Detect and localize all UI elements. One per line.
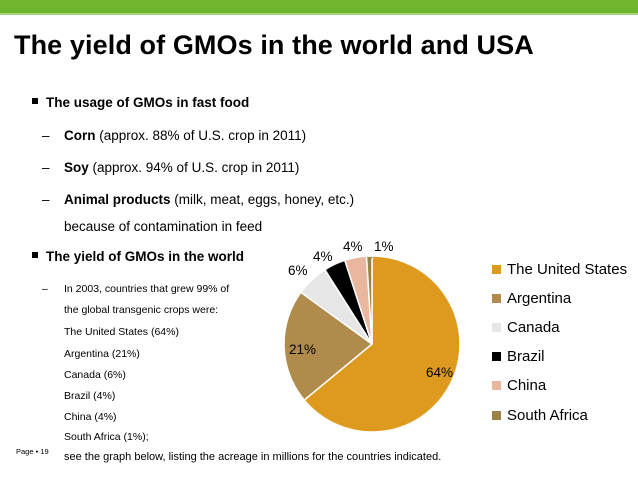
legend-item-brazil: Brazil [492, 345, 545, 367]
sub-bullet-animal-products: – Animal products (milk, meat, eggs, hone… [42, 192, 355, 207]
leader-line [368, 256, 373, 266]
slide-title: The yield of GMOs in the world and USA [14, 30, 534, 60]
legend-item-united-states: The United States [492, 258, 627, 280]
legend-label: South Africa [507, 406, 588, 424]
legend-swatch [492, 380, 501, 390]
bullet-gmo-world-yield: The yield of GMOs in the world [32, 249, 244, 264]
header-bar [0, 0, 638, 13]
legend-item-china: China [492, 374, 546, 396]
legend-label: The United States [507, 260, 628, 278]
legend-swatch [492, 351, 501, 361]
data-label-united-states: 64% [426, 365, 453, 380]
legend-label: China [507, 376, 547, 394]
list-item: The United States (64%) [64, 326, 179, 338]
legend-item-south-africa: South Africa [492, 404, 588, 426]
list-item: South Africa (1%); [64, 431, 149, 443]
legend-swatch [492, 264, 501, 274]
header-accent-line [0, 13, 638, 15]
list-item: China (4%) [64, 411, 117, 423]
sub-bullet-corn: – Corn (approx. 88% of U.S. crop in 2011) [42, 128, 307, 143]
legend-label: Canada [507, 318, 560, 336]
sub-bullet-2003: – In 2003, countries that grew 99% of [42, 283, 230, 295]
legend-item-canada: Canada [492, 316, 560, 338]
data-label-brazil: 4% [313, 249, 333, 264]
square-bullet-icon [32, 252, 38, 259]
legend-swatch [492, 410, 501, 420]
list-item: Canada (6%) [64, 369, 126, 381]
bullet-gmo-fast-food: The usage of GMOs in fast food [32, 95, 249, 110]
pie-slice-argentina [283, 291, 374, 402]
footer-note: see the graph below, listing the acreage… [64, 451, 442, 463]
pie-slice-south-africa [365, 255, 373, 345]
data-label-south-africa: 1% [374, 239, 394, 254]
legend-swatch [492, 293, 501, 303]
square-bullet-icon [32, 98, 38, 105]
data-label-china: 4% [343, 239, 363, 254]
legend-label: Argentina [507, 289, 572, 307]
list-item: Brazil (4%) [64, 390, 116, 402]
pie-slice-united-states [303, 255, 461, 433]
page-number: Page • 19 [16, 447, 49, 456]
legend-item-argentina: Argentina [492, 287, 571, 309]
sub-bullet-soy: – Soy (approx. 94% of U.S. crop in 2011) [42, 160, 300, 175]
data-label-canada: 6% [288, 263, 308, 278]
legend-label: Brazil [507, 347, 545, 365]
list-item: Argentina (21%) [64, 348, 140, 360]
sub-bullet-animal-cont: because of contamination in feed [64, 219, 263, 234]
data-label-argentina: 21% [289, 342, 316, 357]
legend-swatch [492, 322, 501, 332]
sub-bullet-2003-cont: the global transgenic crops were: [64, 304, 219, 316]
